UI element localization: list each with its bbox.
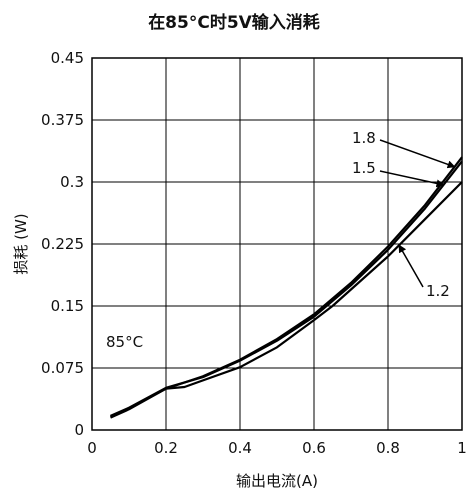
- y-tick-label: 0.3: [60, 173, 84, 191]
- series-line-1.5: [110, 160, 463, 417]
- series-line-1.8: [110, 156, 463, 418]
- plot-frame: [91, 57, 463, 431]
- y-tick-label: 0.15: [51, 297, 84, 315]
- x-tick-label: 0.8: [376, 439, 400, 457]
- series-label-arrow: [379, 139, 456, 169]
- y-tick-label: 0.225: [41, 235, 84, 253]
- grid: [92, 58, 462, 430]
- series-label: 1.5: [352, 159, 376, 177]
- x-axis-label: 输出电流(A): [236, 472, 318, 490]
- y-tick-label: 0.075: [41, 359, 84, 377]
- series-label: 1.2: [426, 282, 450, 300]
- x-tick-label: 0: [87, 439, 97, 457]
- x-tick-label: 0.2: [154, 439, 178, 457]
- x-tick-label: 1: [457, 439, 467, 457]
- series-label: 1.8: [352, 129, 376, 147]
- series-line-1.2: [110, 181, 463, 419]
- y-tick-label: 0: [74, 421, 84, 439]
- y-axis-label: 损耗 (W): [12, 213, 30, 274]
- y-tick-labels: 0 0.075 0.15 0.225 0.3 0.375 0.45: [41, 49, 84, 439]
- chart-title: 在85°C时5V输入消耗: [148, 13, 320, 33]
- series-label-arrow: [398, 244, 424, 288]
- x-tick-labels: 0 0.2 0.4 0.6 0.8 1: [87, 439, 467, 457]
- series-lines: [110, 156, 463, 419]
- x-tick-label: 0.4: [228, 439, 252, 457]
- series-label-arrow: [379, 170, 445, 188]
- x-tick-label: 0.6: [302, 439, 326, 457]
- series-labels: 1.8 1.5 1.2: [352, 129, 456, 300]
- y-tick-label: 0.45: [51, 49, 84, 67]
- temperature-annotation: 85°C: [106, 333, 143, 351]
- y-tick-label: 0.375: [41, 111, 84, 129]
